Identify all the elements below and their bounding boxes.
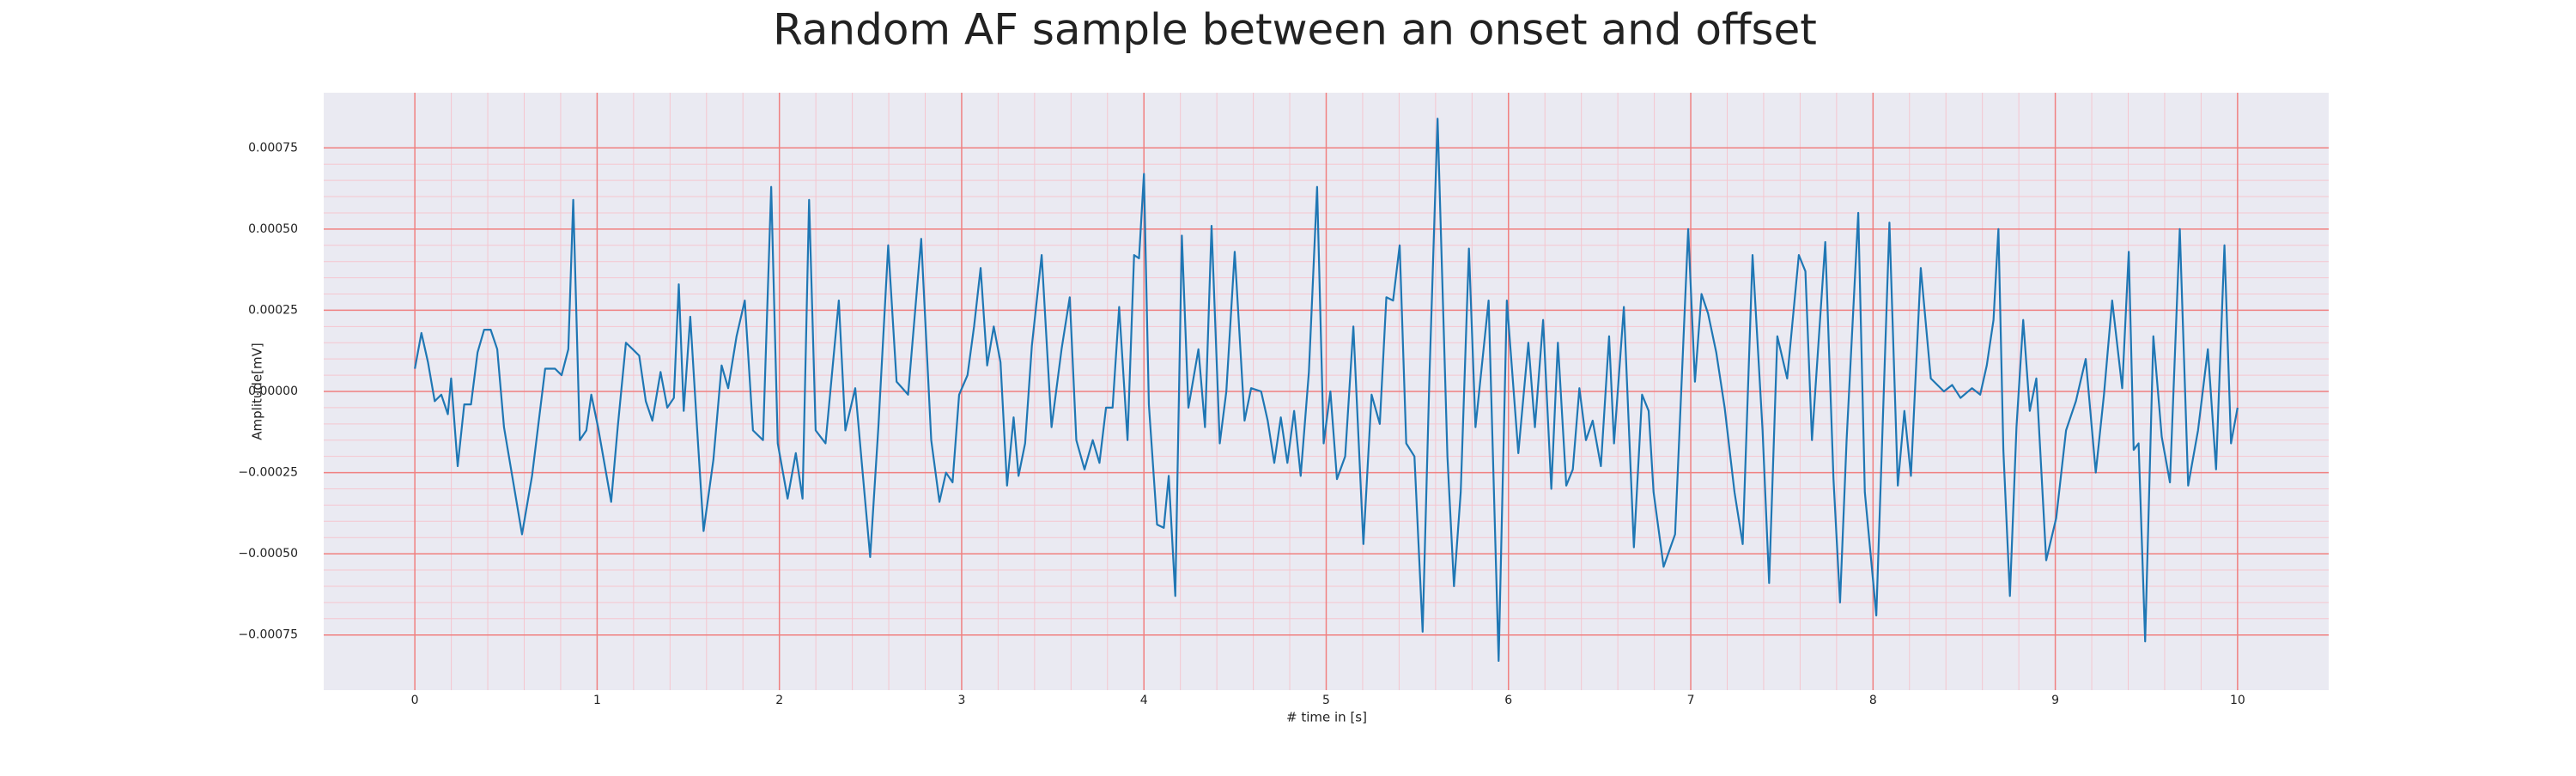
x-tick-label: 2	[775, 694, 783, 707]
x-tick-label: 3	[957, 694, 965, 707]
y-tick-label: −0.00050	[238, 547, 298, 561]
y-tick-label: 0.00025	[248, 303, 298, 317]
x-tick-label: 1	[593, 694, 601, 707]
x-tick-label: 0	[411, 694, 419, 707]
x-axis-label: # time in [s]	[1286, 710, 1367, 725]
grid	[324, 93, 2329, 690]
y-tick-label: −0.00075	[238, 628, 298, 642]
x-tick-label: 10	[2230, 694, 2245, 707]
x-tick-label: 6	[1504, 694, 1512, 707]
y-tick-label: −0.00025	[238, 466, 298, 480]
y-tick-label: 0.00000	[248, 385, 298, 398]
x-tick-label: 8	[1869, 694, 1877, 707]
x-tick-label: 9	[2051, 694, 2059, 707]
x-tick-label: 4	[1140, 694, 1148, 707]
chart-title: Random AF sample between an onset and of…	[773, 5, 1817, 55]
data-line	[414, 118, 2239, 663]
y-tick-label: 0.00075	[248, 141, 298, 155]
x-tick-label: 5	[1322, 694, 1330, 707]
x-tick-label: 7	[1687, 694, 1695, 707]
y-tick-label: 0.00050	[248, 222, 298, 236]
y-axis-label: Amplitude[mV]	[250, 343, 265, 440]
